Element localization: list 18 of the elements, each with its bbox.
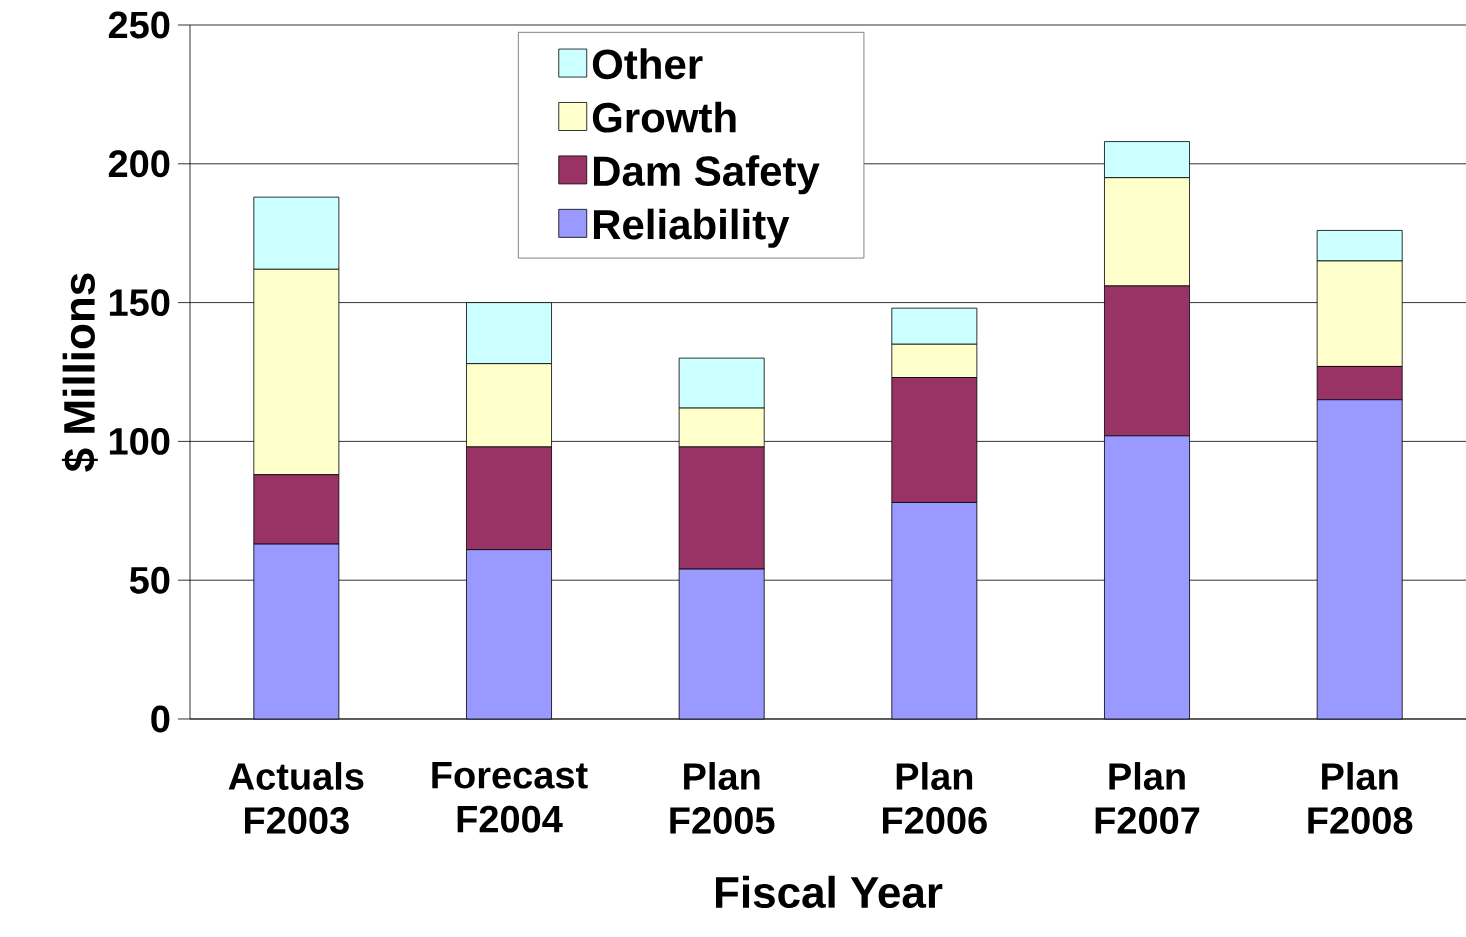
y-tick-label: 100 (109, 427, 170, 455)
y-tick-label: 50 (129, 566, 170, 594)
x-tick-label: Forecast F2004 (432, 762, 588, 833)
x-tick-label: Plan F2007 (1095, 762, 1200, 834)
x-axis-title: Fiscal Year (715, 875, 943, 909)
y-tick-label: 0 (151, 705, 170, 733)
x-tick-label: Plan F2008 (1308, 762, 1413, 834)
legend-label: Dam Safety (593, 155, 820, 195)
y-tick-label: 150 (109, 289, 170, 317)
legend-label: Other (592, 48, 703, 80)
legend-label: Reliability (593, 208, 790, 248)
y-tick-label: 200 (108, 150, 170, 178)
x-tick-label: Plan F2006 (883, 762, 987, 834)
x-tick-label: Plan F2005 (670, 762, 775, 834)
y-tick-label: 250 (108, 11, 170, 39)
x-tick-label: Actuals F2003 (228, 762, 364, 835)
legend-label: Growth (592, 101, 736, 133)
y-axis-title: $ Millions (61, 273, 98, 472)
